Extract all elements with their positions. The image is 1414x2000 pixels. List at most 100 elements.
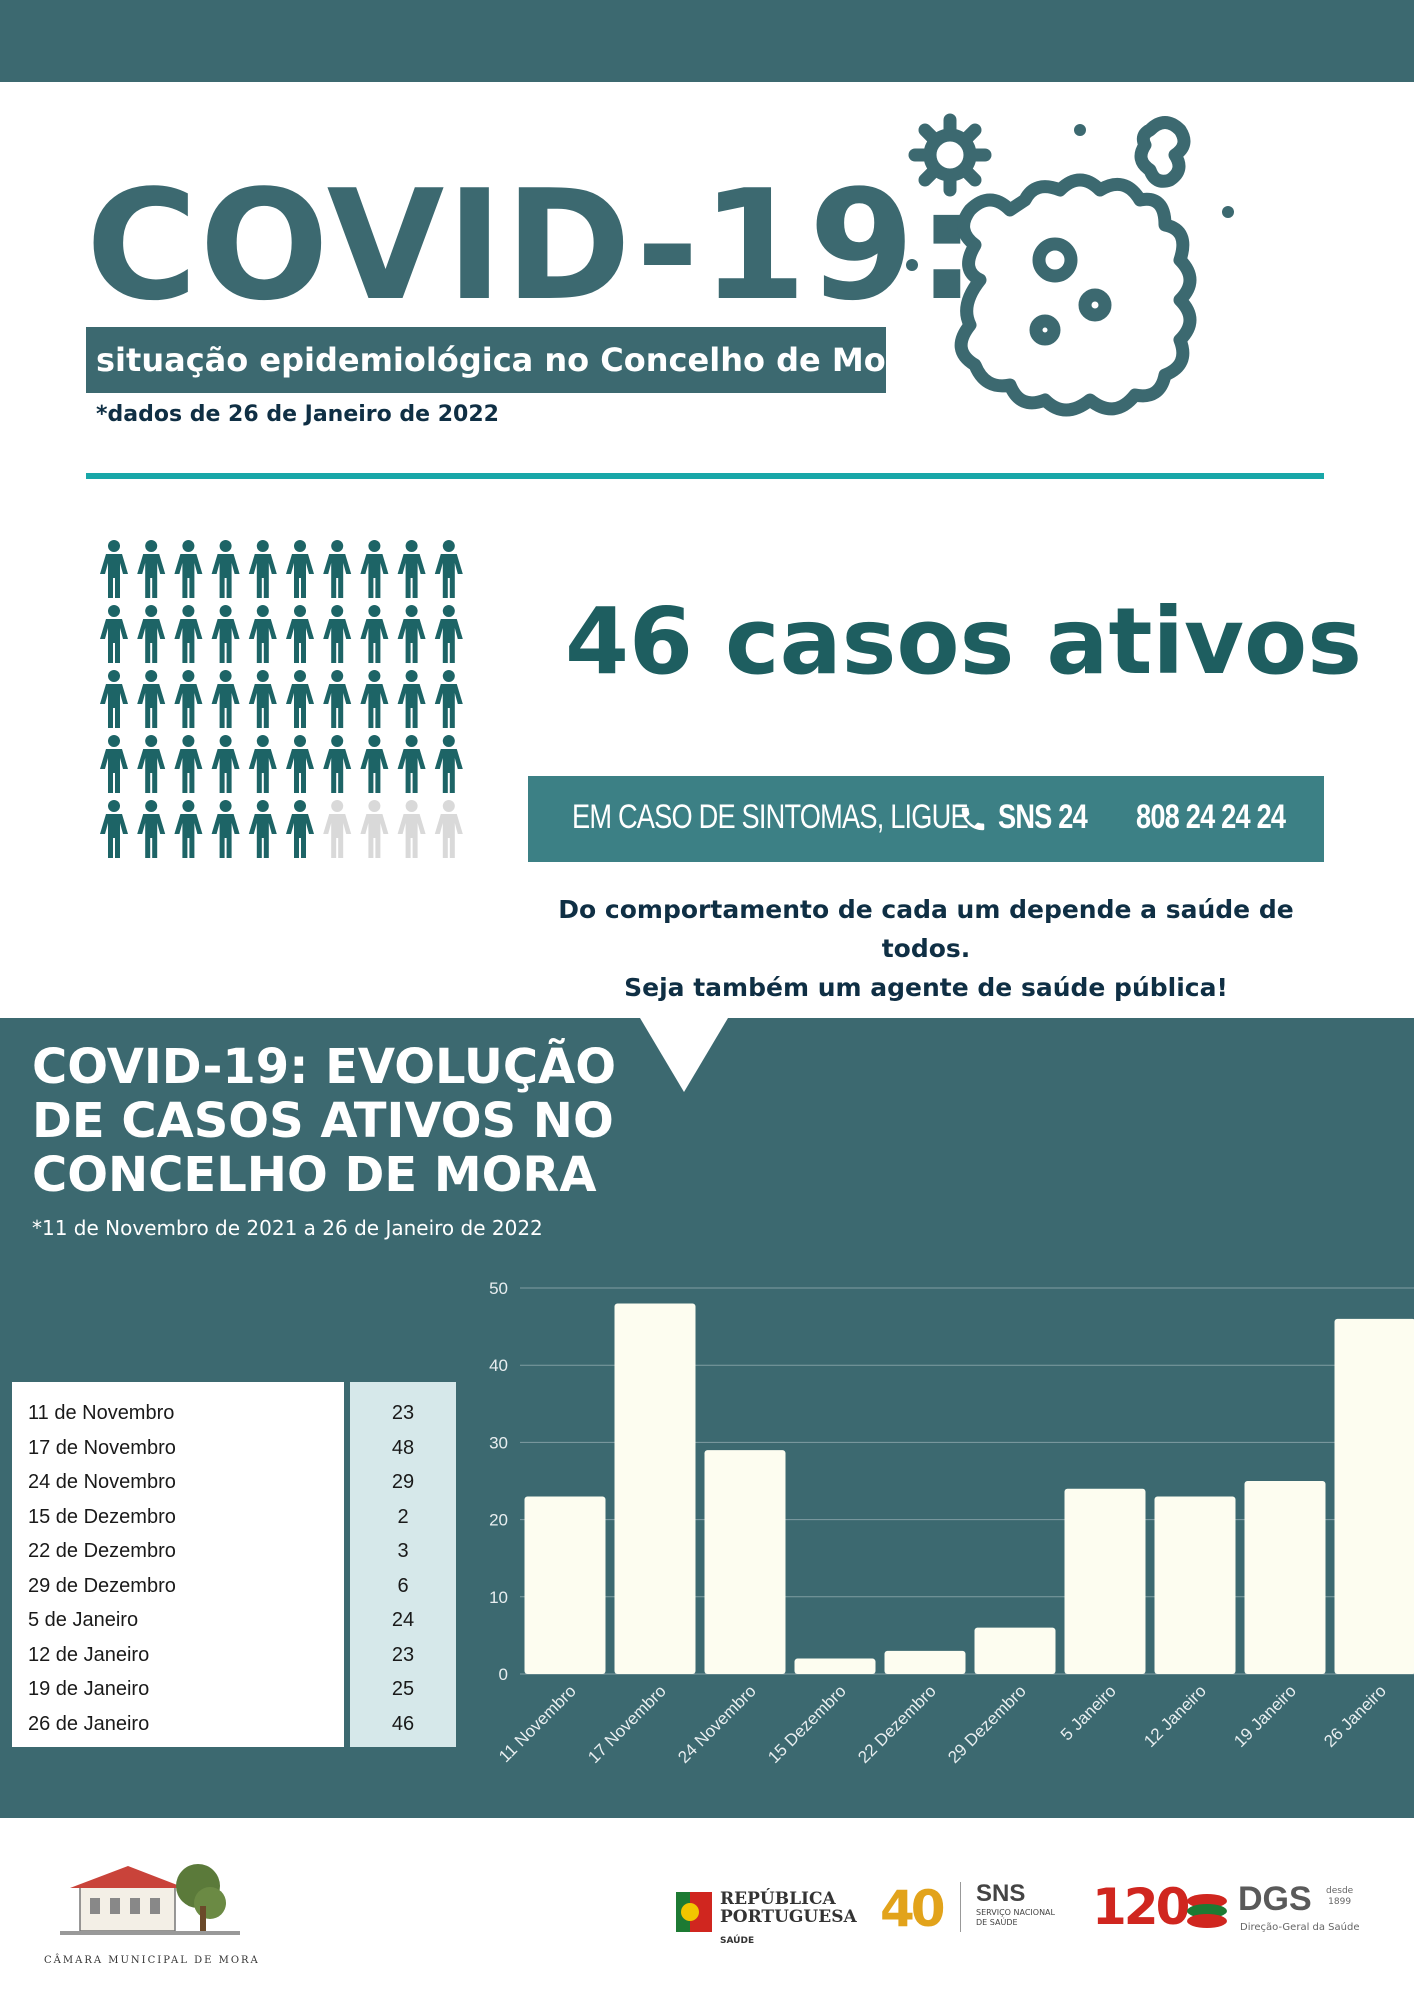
person-icon-active	[360, 670, 389, 728]
x-tick-label: 29 Dezembro	[944, 1681, 1030, 1767]
person-icon-active	[137, 605, 166, 663]
table-row: 12 de Janeiro 23	[12, 1638, 456, 1672]
active-cases-heading: 46 casos ativos	[565, 588, 1362, 695]
table-row-value: 23	[391, 1643, 415, 1666]
dgs-subtitle: Direção-Geral da Saúde	[1240, 1922, 1360, 1933]
message-line-2: Seja também um agente de saúde pública!	[624, 973, 1228, 1002]
people-icons	[100, 540, 463, 858]
sns-sub-1: SERVIÇO NACIONAL	[976, 1908, 1055, 1917]
person-icon-active	[397, 540, 426, 598]
bar	[794, 1658, 876, 1674]
table-row-label: 24 de Novembro	[28, 1471, 176, 1493]
table-row: 26 de Janeiro 46	[12, 1707, 456, 1741]
republica-flag-icon	[676, 1892, 712, 1932]
sns-prompt: EM CASO DE SINTOMAS, LIGUE	[572, 798, 969, 836]
republica-line-3: SAÚDE	[720, 1936, 755, 1946]
person-icon-active	[248, 540, 277, 598]
person-icon-active	[286, 800, 314, 858]
page-title: COVID-19:	[86, 157, 980, 334]
divider-rule	[86, 473, 1324, 479]
table-row-value: 24	[391, 1609, 415, 1631]
x-tick-label: 5 Janeiro	[1057, 1681, 1120, 1744]
dgs-since: desde 1899	[1326, 1886, 1353, 1908]
person-icon-active	[100, 800, 128, 858]
republica-line-1: REPÚBLICA	[720, 1889, 836, 1909]
table-row: 17 de Novembro 48	[12, 1431, 456, 1465]
table-row-value: 25	[391, 1678, 415, 1700]
table-row: 24 de Novembro 29	[12, 1465, 456, 1499]
person-icon-active	[360, 540, 389, 598]
y-tick-label: 0	[499, 1665, 508, 1684]
section-title: COVID-19: EVOLUÇÃO DE CASOS ATIVOS NO CO…	[32, 1040, 632, 1202]
person-icon-active	[360, 605, 389, 663]
bar	[1154, 1496, 1236, 1674]
x-tick-label: 15 Dezembro	[764, 1681, 850, 1767]
table-row-value: 48	[391, 1436, 415, 1459]
person-icon-active	[100, 540, 128, 598]
person-icon-inactive	[434, 800, 463, 858]
x-tick-label: 12 Janeiro	[1140, 1681, 1210, 1751]
camara-name: CÂMARA MUNICIPAL DE MORA	[44, 1955, 260, 1966]
person-icon-active	[434, 735, 463, 793]
data-note: *dados de 26 de Janeiro de 2022	[96, 402, 499, 427]
y-tick-label: 40	[489, 1356, 508, 1375]
table-row: 5 de Janeiro 24	[12, 1603, 456, 1637]
dgs-since-1: desde	[1326, 1886, 1354, 1896]
top-bar	[0, 0, 1414, 82]
sns-40-logo: 40	[880, 1880, 946, 1938]
dgs-emblem-icon	[1187, 1894, 1227, 1928]
page-subtitle: situação epidemiológica no Concelho de M…	[86, 327, 923, 393]
person-icon-active	[137, 800, 166, 858]
table-row-label: 19 de Janeiro	[28, 1678, 150, 1700]
dgs-120-logo: 120	[1092, 1878, 1190, 1936]
person-icon-active	[286, 540, 314, 598]
bar	[1334, 1318, 1414, 1674]
section-notch	[640, 1018, 728, 1092]
person-icon-inactive	[397, 800, 426, 858]
table-row-value: 3	[397, 1540, 409, 1562]
person-icon-active	[211, 540, 240, 598]
person-icon-active	[286, 670, 314, 728]
person-icon-active	[323, 540, 352, 598]
logo-separator	[960, 1882, 961, 1932]
table-row-value: 23	[391, 1402, 415, 1424]
person-icon-active	[397, 670, 426, 728]
table-row-label: 22 de Dezembro	[28, 1540, 176, 1562]
person-icon-active	[174, 670, 203, 728]
public-health-message: Do comportamento de cada um depende a sa…	[528, 890, 1324, 1007]
y-tick-label: 30	[489, 1433, 508, 1452]
person-icon-active	[323, 735, 352, 793]
republica-line-2: PORTUGUESA	[720, 1907, 857, 1927]
person-icon-active	[248, 800, 277, 858]
x-tick-label: 11 Novembro	[495, 1681, 580, 1766]
person-icon-active	[174, 540, 203, 598]
person-icon-active	[137, 540, 166, 598]
person-icon-active	[248, 605, 277, 663]
bar	[524, 1496, 606, 1674]
person-icon-active	[434, 540, 463, 598]
sns-sub-2: DE SAÚDE	[976, 1918, 1018, 1927]
person-icon-active	[248, 670, 277, 728]
person-icon-active	[248, 735, 277, 793]
table-row: 15 de Dezembro 2	[12, 1500, 456, 1534]
republica-logo: REPÚBLICA PORTUGUESA SAÚDE	[720, 1890, 857, 1950]
table-row: 19 de Janeiro 25	[12, 1672, 456, 1706]
cases-table: 11 de Novembro 23 17 de Novembro 48 24 de No…	[12, 1382, 456, 1747]
person-icon-active	[434, 670, 463, 728]
bar	[884, 1650, 966, 1674]
person-icon-active	[286, 605, 314, 663]
person-icon-active	[211, 735, 240, 793]
table-row-label: 26 de Janeiro	[28, 1712, 150, 1735]
message-line-1: Do comportamento de cada um depende a sa…	[558, 895, 1294, 963]
person-icon-active	[397, 735, 426, 793]
table-row-label: 12 de Janeiro	[28, 1643, 150, 1666]
table-row-label: 17 de Novembro	[28, 1436, 176, 1459]
sns-phone: 808 24 24 24	[1136, 798, 1286, 836]
section-note: *11 de Novembro de 2021 a 26 de Janeiro …	[32, 1216, 543, 1240]
sns-banner: EM CASO DE SINTOMAS, LIGUE SNS 24 808 24…	[528, 776, 1324, 862]
person-icon-active	[100, 605, 128, 663]
table-row-label: 11 de Novembro	[28, 1402, 175, 1424]
table-row-value: 29	[391, 1471, 415, 1493]
x-tick-label: 19 Janeiro	[1230, 1681, 1300, 1751]
table-row: 11 de Novembro 23	[12, 1396, 456, 1430]
